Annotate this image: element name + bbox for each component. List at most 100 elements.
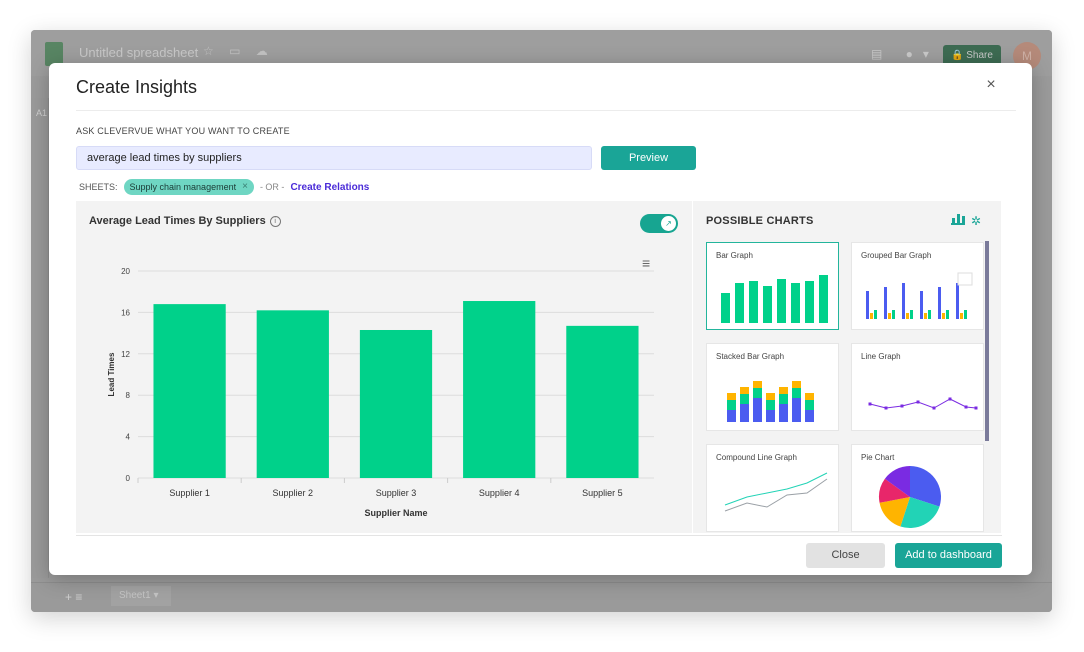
y-tick-label: 4 xyxy=(126,433,131,442)
chart-preview-panel: Average Lead Times By Suppliers i ↗ ≡ 0 4 8… xyxy=(76,201,692,533)
thumb-mark xyxy=(974,406,978,410)
info-icon[interactable]: i xyxy=(269,215,281,227)
chart-option-grouped[interactable]: Grouped Bar Graph xyxy=(851,242,984,330)
thumb-mark xyxy=(932,406,936,410)
chart-toggle[interactable]: ↗ xyxy=(640,214,678,233)
chart-option-label: Grouped Bar Graph xyxy=(861,251,932,260)
share-label: Share xyxy=(966,50,993,61)
thumb-mark xyxy=(874,310,877,319)
share-button[interactable]: 🔒 Share xyxy=(943,45,1001,67)
create-relations-link[interactable]: Create Relations xyxy=(290,181,370,193)
thumb-mark xyxy=(791,283,800,323)
thumb-mark xyxy=(819,275,828,323)
thumb-mark xyxy=(957,272,973,286)
chart-option-stacked[interactable]: Stacked Bar Graph xyxy=(706,343,839,431)
thumb-mark xyxy=(766,400,775,410)
chart-option-bar[interactable]: Bar Graph xyxy=(706,242,839,330)
thumb-mark xyxy=(749,281,758,323)
thumb-mark xyxy=(900,497,940,528)
thumb-mark xyxy=(869,398,977,409)
possible-charts-panel: POSSIBLE CHARTS ✲ Bar Graph Grouped Bar G… xyxy=(693,201,1001,533)
thumb-mark xyxy=(948,397,952,401)
thumb-mark xyxy=(946,310,949,319)
gear-icon[interactable]: ✲ xyxy=(971,214,982,228)
chart-option-pie[interactable]: Pie Chart xyxy=(851,444,984,532)
chip-remove-icon[interactable]: × xyxy=(242,181,248,192)
close-icon[interactable]: × xyxy=(986,76,996,93)
thumb-mark xyxy=(740,387,749,394)
bar-chart: 0 4 8 12 16 20 Supplier 1 Supplier 2 Supplier 3 S… xyxy=(107,267,654,518)
thumb-mark xyxy=(753,381,762,388)
thumb-mark xyxy=(884,466,910,497)
thumb-mark xyxy=(870,313,873,319)
thumb-mark xyxy=(724,472,828,506)
scrollbar[interactable] xyxy=(985,241,989,441)
thumb-mark xyxy=(888,313,891,319)
grouped-thumbnail-icon xyxy=(866,272,973,319)
close-button[interactable]: Close xyxy=(806,543,885,568)
star-folder-cloud-icons: ☆ ▭ ☁ xyxy=(203,44,274,58)
add-sheet-icon[interactable]: + ≡ xyxy=(65,590,83,604)
thumb-mark xyxy=(920,291,923,319)
thumb-mark xyxy=(879,497,910,527)
thumb-mark xyxy=(900,404,904,408)
thumb-mark xyxy=(763,286,772,323)
bar xyxy=(463,301,536,478)
y-tick-label: 16 xyxy=(121,308,130,317)
x-tick-label: Supplier 2 xyxy=(273,488,314,498)
thumb-mark xyxy=(727,410,736,422)
thumb-mark xyxy=(792,388,801,398)
thumb-mark xyxy=(964,310,967,319)
thumb-mark xyxy=(942,313,945,319)
thumb-mark xyxy=(928,310,931,319)
sheet-chip[interactable]: Supply chain management × xyxy=(123,179,254,195)
chart-option-compound[interactable]: Compound Line Graph xyxy=(706,444,839,532)
sheet-tab-label: Sheet1 xyxy=(119,590,151,601)
thumb-mark xyxy=(910,466,941,507)
thumb-mark xyxy=(916,400,920,404)
modal-footer: Close Add to dashboard xyxy=(76,535,1002,575)
query-input[interactable] xyxy=(76,146,592,170)
thumb-mark xyxy=(753,388,762,398)
panel-actions: ✲ xyxy=(951,213,981,228)
thumb-mark xyxy=(924,313,927,319)
thumb-mark xyxy=(721,293,730,323)
divider xyxy=(76,110,1016,111)
chart-option-label: Stacked Bar Graph xyxy=(716,352,785,361)
sheet-tab[interactable]: Sheet1 ▾ xyxy=(111,586,171,606)
bar xyxy=(566,325,639,478)
x-tick-label: Supplier 3 xyxy=(376,488,417,498)
thumb-mark xyxy=(779,394,788,404)
sheets-logo-icon xyxy=(45,42,63,66)
x-axis-label: Supplier Name xyxy=(364,508,427,518)
thumb-mark xyxy=(805,393,814,400)
preview-button[interactable]: Preview xyxy=(601,146,696,170)
thumb-mark xyxy=(910,310,913,319)
thumb-mark xyxy=(879,478,910,503)
thumb-mark xyxy=(724,478,828,512)
cell-reference: A1 xyxy=(36,108,48,118)
lock-icon: 🔒 xyxy=(951,50,964,61)
chart-option-label: Line Graph xyxy=(861,352,901,361)
thumb-mark xyxy=(964,405,968,409)
x-tick-label: Supplier 4 xyxy=(479,488,520,498)
possible-charts-title: POSSIBLE CHARTS xyxy=(706,215,814,227)
thumb-mark xyxy=(956,283,959,319)
chart-option-label: Bar Graph xyxy=(716,251,753,260)
y-tick-label: 12 xyxy=(121,350,130,359)
thumb-mark xyxy=(902,283,905,319)
thumb-mark xyxy=(727,393,736,400)
x-tick-label: Supplier 5 xyxy=(582,488,623,498)
sheet-tabs-bar xyxy=(31,582,1052,612)
menu-icon[interactable]: ≡ xyxy=(642,255,651,271)
thumb-mark xyxy=(779,387,788,394)
bar-chart-icon[interactable] xyxy=(951,213,965,225)
thumb-mark xyxy=(884,406,888,410)
bar-thumbnail-icon xyxy=(721,275,828,323)
thumb-mark xyxy=(779,404,788,422)
comments-meet-icons: ▤ ●▾ xyxy=(871,47,939,61)
chart-option-line[interactable]: Line Graph xyxy=(851,343,984,431)
or-separator: - OR - xyxy=(259,182,285,192)
line-thumbnail-icon xyxy=(868,397,978,410)
add-to-dashboard-button[interactable]: Add to dashboard xyxy=(895,543,1002,568)
